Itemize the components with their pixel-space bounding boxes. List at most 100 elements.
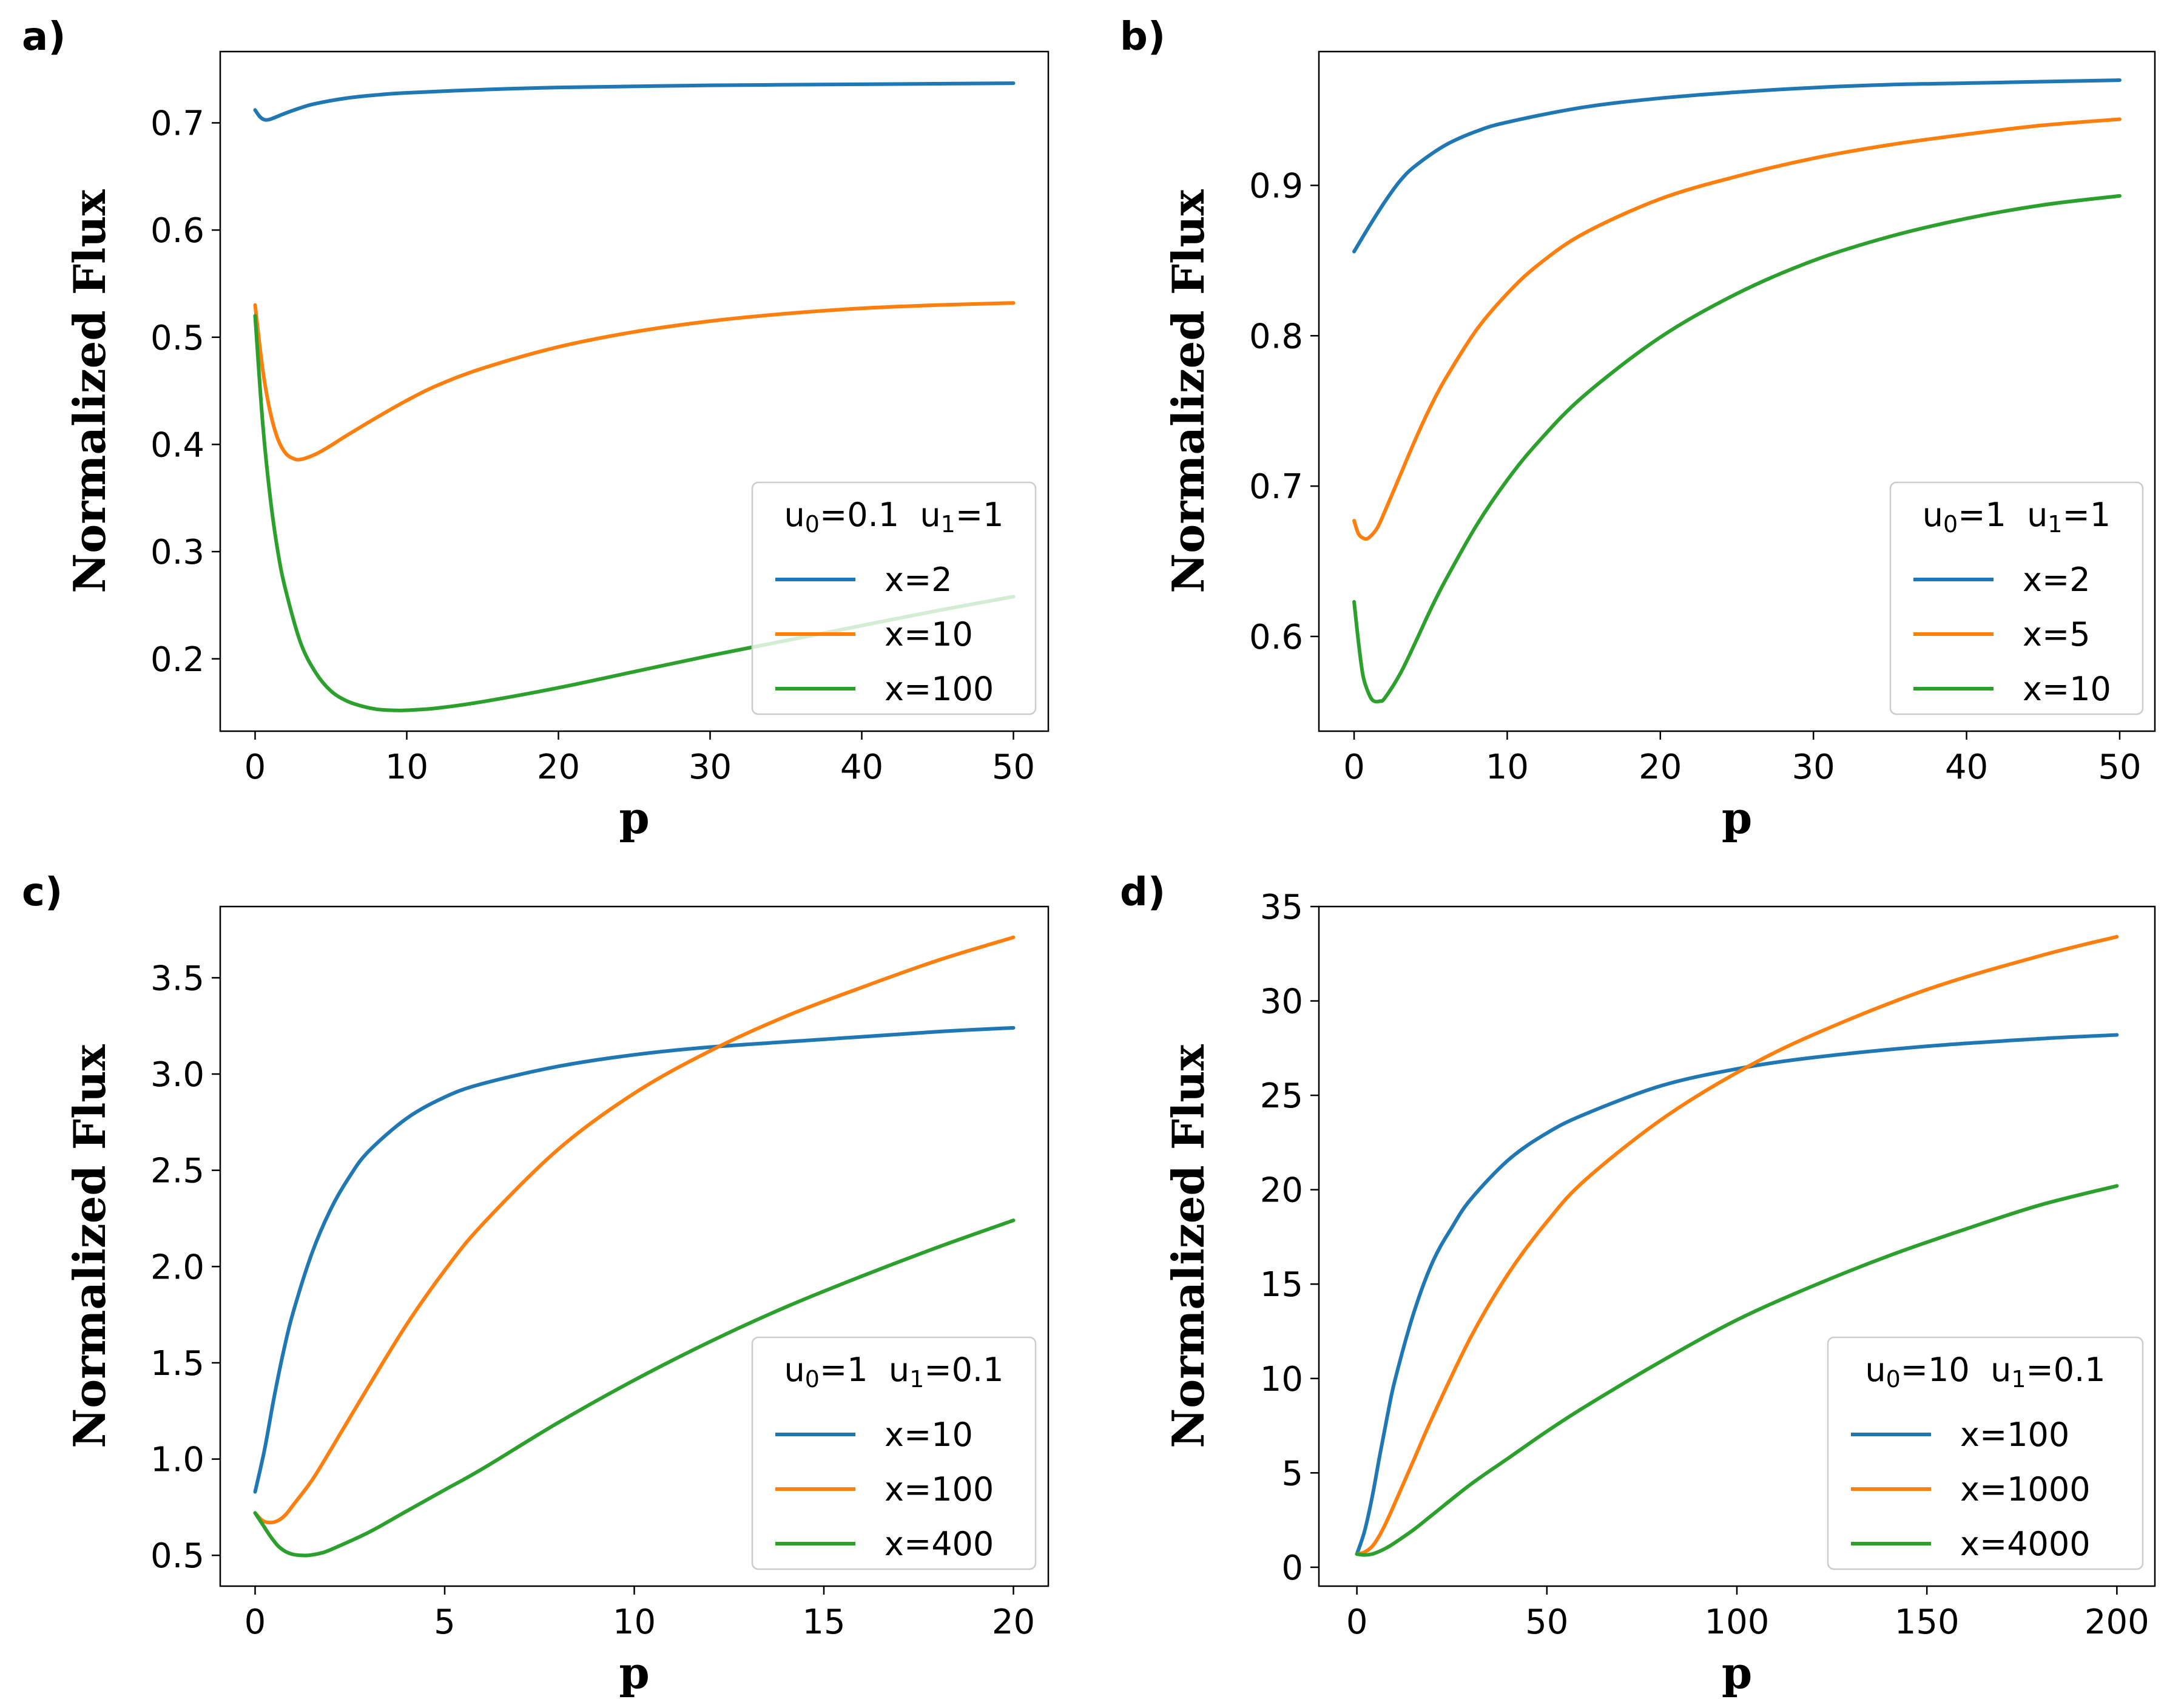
legend-title-part: =0.1 u [820, 496, 941, 534]
y-tick-label: 25 [1260, 1076, 1303, 1116]
legend-title-part: =0.1 [2026, 1351, 2106, 1389]
y-tick-label: 0.2 [150, 640, 204, 680]
x-tick-label: 30 [1792, 748, 1835, 787]
legend-title-part: u [784, 1351, 805, 1389]
y-tick-label: 3.5 [150, 959, 204, 998]
chart-panel-d: d)0 50 100 150 20005101520253035pNormalized … [1120, 870, 2156, 1698]
y-tick-label: 1.5 [150, 1344, 204, 1383]
plot-frame [1318, 50, 2156, 732]
x-axis-label: p [619, 1647, 649, 1698]
legend-entry-x-1000: x=1000 [1960, 1470, 2091, 1508]
x-tick-label: 0 [1343, 748, 1365, 787]
y-tick-label: 30 [1260, 982, 1303, 1022]
x-tick-label: 15 [802, 1603, 845, 1642]
legend: u0=0.1 u1=1x=2x=10x=100 [751, 481, 1037, 715]
y-axis-label: Normalized Flux [64, 189, 115, 593]
legend-title-subscript: 1 [2048, 511, 2062, 538]
x-tick-label: 0 [244, 1603, 266, 1642]
legend-title-part: =0.1 [924, 1351, 1003, 1389]
y-tick-label: 0.5 [150, 319, 204, 358]
x-tick-label: 20 [992, 1603, 1035, 1642]
x-tick-label: 10 [613, 1603, 656, 1642]
series-line-x-10 [253, 1025, 1016, 1494]
legend: u0=10 u1=0.1 x=100 x=1000 x=4000 [1827, 1336, 2144, 1570]
x-tick-label: 0 [244, 748, 266, 787]
y-tick-label: 10 [1260, 1360, 1303, 1399]
x-tick-label: 50 [2098, 748, 2141, 787]
series-line-x-100 [1355, 1033, 2119, 1556]
x-tick-label: 10 [1486, 748, 1529, 787]
y-tick-label: 5 [1281, 1454, 1303, 1493]
series-line-x-5 [1352, 117, 2122, 541]
legend-title-subscript: 0 [1943, 511, 1958, 538]
y-tick-label: 0.6 [1249, 618, 1303, 657]
y-tick-label: 0.3 [150, 533, 204, 572]
legend-title-part: =1 u [1958, 496, 2048, 534]
series-line-x-100 [253, 935, 1016, 1525]
y-tick-label: 0.9 [1249, 167, 1303, 206]
y-axis-label: Normalized Flux [64, 1044, 115, 1448]
legend-title-part: u [1865, 1351, 1886, 1389]
legend-entry-x-400: x=400 [885, 1525, 994, 1563]
chart-panel-a: a)0 10 20 30 40 500.20.30.40.50.60.7pNormaliz… [22, 15, 1050, 843]
legend: u0=1 u1=0.1 x=10 x=100 x=400 [751, 1336, 1037, 1570]
x-tick-label: 0 [1346, 1603, 1368, 1642]
legend-title-part: =1 u [820, 1351, 909, 1389]
y-tick-label: 0.8 [1249, 317, 1303, 356]
series-line-x-10 [1352, 194, 2122, 704]
legend-title-part: =1 [956, 496, 1004, 534]
x-tick-label: 200 [2085, 1603, 2149, 1642]
y-tick-label: 35 [1260, 888, 1303, 927]
legend-title-part: =10 u [1901, 1351, 2012, 1389]
series-line-x-4000 [1355, 1184, 2119, 1557]
y-axis-label: Normalized Flux [1162, 1044, 1214, 1448]
y-axis-label: Normalized Flux [1162, 189, 1214, 593]
y-tick-label: 1.0 [150, 1441, 204, 1480]
series-line-x-10 [253, 301, 1016, 462]
x-tick-label: 50 [992, 748, 1035, 787]
x-tick-label: 20 [537, 748, 580, 787]
x-axis-label: p [619, 792, 649, 843]
x-tick-label: 20 [1639, 748, 1682, 787]
legend-title-part: =1 [2063, 496, 2111, 534]
legend-title: u0=1 u1=1 [1923, 496, 2111, 538]
legend-entry-x-10: x=10 [885, 1416, 973, 1454]
plot-frame [219, 50, 1050, 732]
legend-entry-x-5: x=5 [2023, 615, 2091, 654]
y-tick-label: 3.0 [150, 1055, 204, 1095]
x-tick-label: 30 [689, 748, 732, 787]
legend-entry-x-100: x=100 [885, 670, 994, 708]
legend-box [751, 1336, 1037, 1570]
legend-entry-x-100: x=100 [885, 1470, 994, 1508]
chart-panel-c: c)0 5 10 15 200.51.01.52.02.53.03.5pNormaliz… [22, 870, 1050, 1698]
series-line-x-2 [1352, 78, 2122, 254]
legend-title-subscript: 0 [805, 1366, 820, 1393]
x-axis-label: p [1722, 1647, 1752, 1698]
series-line-x-400 [253, 1218, 1016, 1558]
x-tick-label: 5 [434, 1603, 456, 1642]
x-tick-label: 40 [840, 748, 883, 787]
legend-title-part: u [784, 496, 805, 534]
panel-label: b) [1120, 15, 1165, 59]
x-tick-label: 10 [385, 748, 428, 787]
y-tick-label: 15 [1260, 1265, 1303, 1305]
legend-title: u0=1 u1=0.1 [784, 1351, 1004, 1393]
x-tick-label: 50 [1525, 1603, 1568, 1642]
legend-title-subscript: 1 [2011, 1366, 2026, 1393]
legend-title: u0=0.1 u1=1 [784, 496, 1004, 538]
legend-box [751, 481, 1037, 715]
y-tick-label: 0.5 [150, 1536, 204, 1576]
x-tick-label: 150 [1895, 1603, 1960, 1642]
y-tick-label: 0.4 [150, 425, 204, 465]
legend-entry-x-10: x=10 [2023, 670, 2111, 708]
legend-box [1827, 1336, 2144, 1570]
legend-box [1889, 481, 2144, 715]
series-line-x-2 [253, 81, 1016, 122]
legend-title-subscript: 0 [805, 511, 820, 538]
x-tick-label: 40 [1945, 748, 1988, 787]
y-tick-label: 20 [1260, 1171, 1303, 1211]
y-tick-label: 0.7 [150, 104, 204, 143]
y-tick-label: 0.7 [1249, 467, 1303, 507]
x-axis-label: p [1722, 792, 1752, 843]
